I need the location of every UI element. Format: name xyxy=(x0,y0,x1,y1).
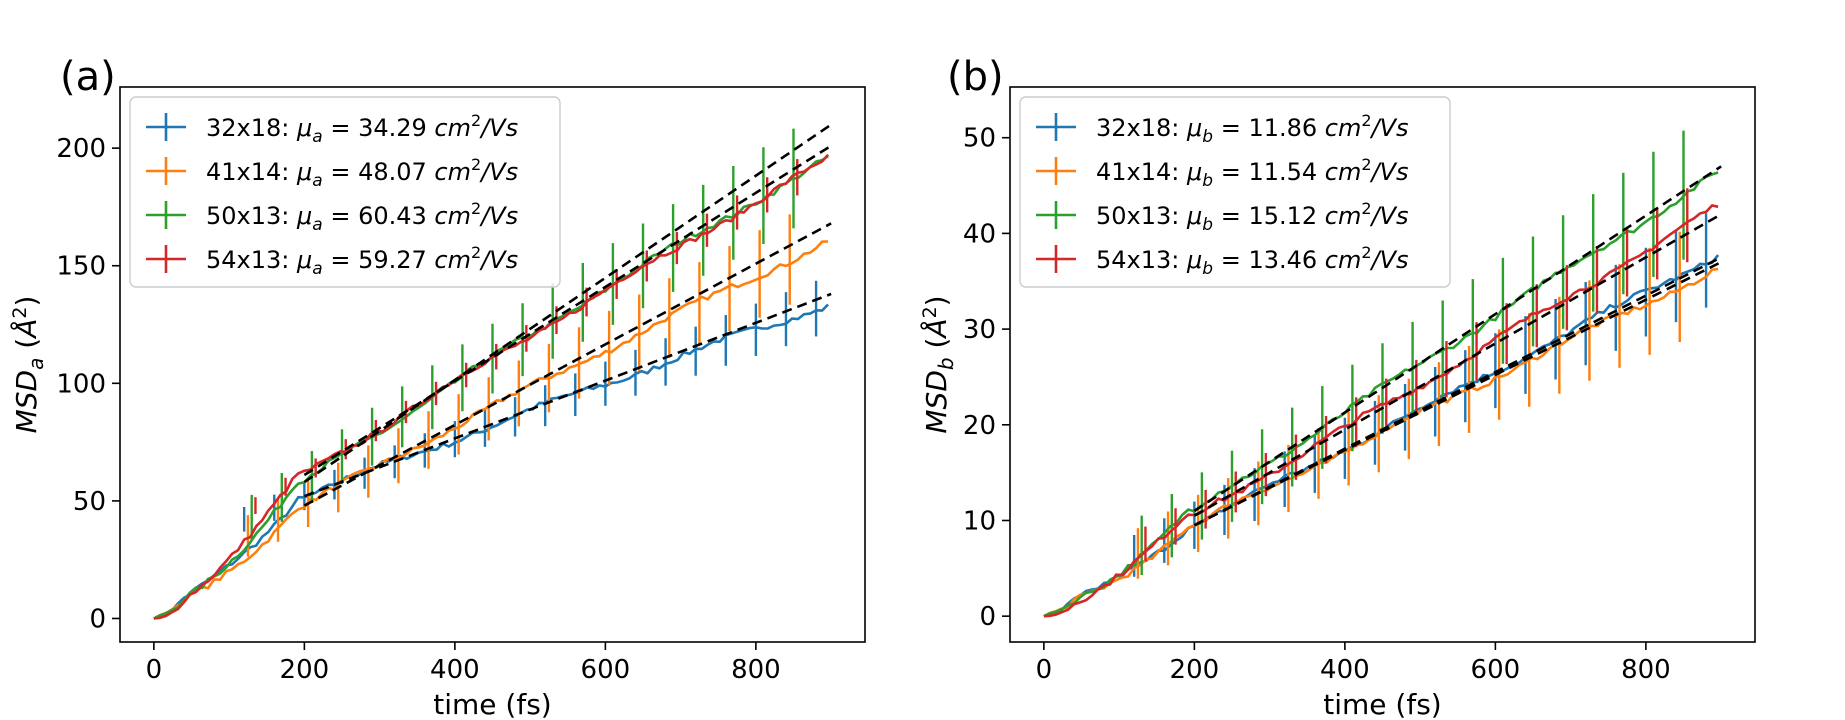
chart-b-legend-entry-41x14: 41x14: μb = 11.54 cm2/Vs xyxy=(1096,155,1409,191)
chart-b-legend xyxy=(1019,96,1451,288)
chart-a-fit-line-54x13 xyxy=(303,144,832,477)
chart-b-x-tick-label: 0 xyxy=(1036,655,1053,685)
chart-b-y-tick-label: 10 xyxy=(963,506,996,536)
chart-a-y-tick-label: 200 xyxy=(56,134,106,164)
chart-a-legend-entry-32x18: 32x18: μa = 34.29 cm2/Vs xyxy=(206,111,518,147)
chart-b-y-tick-label: 20 xyxy=(963,411,996,441)
chart-a-fit-line-32x18 xyxy=(303,292,832,498)
chart-a-x-tick-label: 400 xyxy=(430,655,480,685)
chart-a-series-line-32x18 xyxy=(153,303,830,620)
chart-a-x-tick-label: 800 xyxy=(731,655,781,685)
chart-b-x-tick-label: 800 xyxy=(1621,655,1671,685)
chart-b-x-tick-label: 600 xyxy=(1471,655,1521,685)
chart-b-axes-frame xyxy=(1009,86,1756,643)
chart-b-legend-entry-54x13: 54x13: μb = 13.46 cm2/Vs xyxy=(1096,243,1409,279)
chart-a-fit-line-41x14 xyxy=(303,222,832,507)
chart-a-legend xyxy=(129,96,561,288)
chart-b-x-tick-label: 200 xyxy=(1170,655,1220,685)
chart-a-legend-entry-41x14: 41x14: μa = 48.07 cm2/Vs xyxy=(206,155,518,191)
panel-b-chart: 0 200 400 600 800 0 10 20 30 40 50 time (fs) MSDb (Å… xyxy=(919,86,1756,720)
chart-b-fit-line-54x13 xyxy=(1193,213,1722,517)
chart-a-y-tick-label: 100 xyxy=(56,369,106,399)
chart-b-y-tick-label: 50 xyxy=(963,124,996,154)
chart-a-fit-line-50x13 xyxy=(303,123,832,484)
chart-a-x-tick-label: 0 xyxy=(146,655,163,685)
chart-b-y-tick-label: 30 xyxy=(963,315,996,345)
chart-a-y-tick-label: 0 xyxy=(89,604,106,634)
chart-b-x-axis-label: time (fs) xyxy=(1323,688,1441,720)
chart-b-x-tick-label: 400 xyxy=(1320,655,1370,685)
chart-a-y-axis-label: MSDa (Å2) xyxy=(9,296,48,434)
chart-a-y-tick-label: 150 xyxy=(56,252,106,282)
chart-a-series-line-41x14 xyxy=(153,240,829,620)
chart-b-y-tick-label: 0 xyxy=(979,602,996,632)
chart-b-series-line-54x13 xyxy=(1043,203,1719,618)
panel-a-chart: 0 200 400 600 800 0 50 100 150 200 time (fs) MSDa (… xyxy=(9,86,866,720)
chart-a-series-line-54x13 xyxy=(153,153,830,620)
chart-a-axes-frame xyxy=(119,86,866,643)
chart-b-legend-entry-50x13: 50x13: μb = 15.12 cm2/Vs xyxy=(1096,199,1409,235)
chart-b-y-axis-label: MSDb (Å2) xyxy=(919,295,958,433)
panel-a-label: (a) xyxy=(60,54,116,100)
chart-b-fit-line-41x14 xyxy=(1193,260,1722,527)
chart-a-x-tick-label: 200 xyxy=(280,655,330,685)
chart-a-legend-entry-50x13: 50x13: μa = 60.43 cm2/Vs xyxy=(206,199,518,235)
chart-a-x-tick-label: 600 xyxy=(581,655,631,685)
chart-a-y-tick-label: 50 xyxy=(73,487,106,517)
chart-b-y-tick-label: 40 xyxy=(963,219,996,249)
chart-a-legend-entry-54x13: 54x13: μa = 59.27 cm2/Vs xyxy=(206,243,518,279)
chart-a-x-axis-label: time (fs) xyxy=(433,688,551,720)
chart-b-fit-line-50x13 xyxy=(1193,165,1722,512)
panel-b-label: (b) xyxy=(947,54,1004,100)
chart-b-legend-entry-32x18: 32x18: μb = 11.86 cm2/Vs xyxy=(1096,111,1409,147)
